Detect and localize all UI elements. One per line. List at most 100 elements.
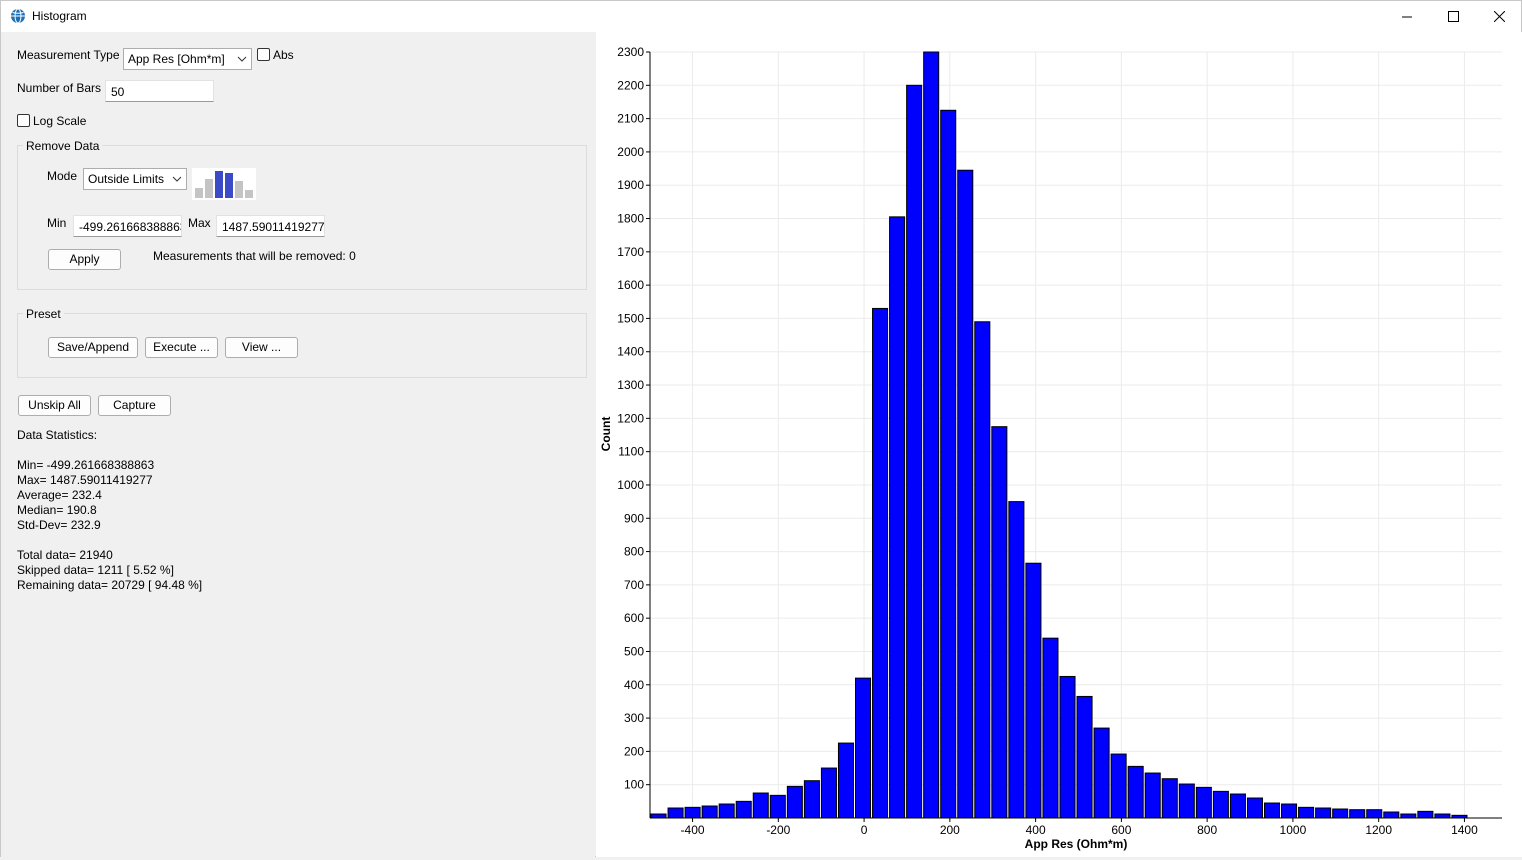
minimize-button[interactable] [1384,1,1430,32]
histogram-bar [1178,783,1195,819]
histogram-bar [1076,695,1093,819]
apply-button[interactable]: Apply [48,249,121,270]
mode-select[interactable]: Outside Limits [83,168,187,190]
app-globe-icon [10,8,26,24]
max-label: Max [188,216,211,230]
execute-button[interactable]: Execute ... [145,337,218,358]
histogram-bar [1434,813,1451,819]
histogram-bar [1127,765,1144,819]
stats-stddev: Std-Dev= 232.9 [17,518,101,532]
histogram-bar [1161,778,1178,819]
close-button[interactable] [1476,1,1522,32]
y-tick-label: 1400 [617,345,644,359]
histogram-bar [1093,727,1110,819]
log-scale-checkbox[interactable] [17,114,30,127]
histogram-bar [1110,753,1127,819]
histogram-bar [735,800,752,819]
x-tick-label: 600 [1111,823,1131,837]
histogram-bar [650,813,667,819]
histogram-chart[interactable]: 100 200 300 400 500 600 700 800 900 1000 1100 1200 1… [596,32,1522,857]
number-of-bars-input[interactable]: 50 [105,80,214,102]
measurement-type-select[interactable]: App Res [Ohm*m] [123,48,252,70]
histogram-bar [1400,813,1417,819]
y-tick-label: 2100 [617,112,644,126]
histogram-bar [718,803,735,819]
chevron-down-icon [237,56,247,62]
histogram-bar [854,677,872,819]
preset-title: Preset [23,307,64,321]
histogram-bar [837,742,854,819]
histogram-bar [1212,790,1229,819]
grid-lines [650,51,1502,818]
abs-label: Abs [273,48,294,62]
close-icon [1493,11,1505,22]
save-append-button[interactable]: Save/Append [48,337,138,358]
y-tick-label: 400 [624,678,644,692]
histogram-bar [1144,772,1161,819]
axes: 100 200 300 400 500 600 700 800 900 1000 1100 1200 1… [617,45,1502,837]
x-tick-label: 1200 [1365,823,1392,837]
stats-header: Data Statistics: [17,428,98,442]
mode-value: Outside Limits [88,172,165,186]
stats-max: Max= 1487.59011419277 [17,473,153,487]
histogram-bar [701,805,718,819]
y-tick-label: 600 [624,611,644,625]
mode-histogram-icon [192,168,256,200]
min-label: Min [47,216,67,230]
maximize-button[interactable] [1430,1,1476,32]
histogram-bar [889,216,906,819]
y-tick-label: 1800 [617,212,644,226]
stats-median: Median= 190.8 [17,503,97,517]
maximize-icon [1447,11,1459,22]
min-input[interactable]: -499.261668388863 [73,215,182,237]
number-of-bars-label: Number of Bars [17,81,102,95]
stats-total: Total data= 21940 [17,548,113,562]
y-tick-label: 1700 [617,245,644,259]
log-scale-label: Log Scale [33,114,87,128]
histogram-bar [1383,811,1400,819]
y-axis-label: Count [599,417,613,452]
y-tick-label: 2000 [617,145,644,159]
preset-group [17,313,587,378]
max-input[interactable]: 1487.59011419277 [216,215,325,237]
histogram-bar [752,792,769,819]
x-tick-label: 1000 [1280,823,1307,837]
y-tick-label: 100 [624,778,644,792]
capture-button[interactable]: Capture [98,395,171,416]
x-tick-label: 1400 [1451,823,1478,837]
histogram-bar [803,780,820,819]
histogram-bar [769,794,786,819]
abs-checkbox[interactable] [257,48,270,61]
histogram-plot: 100 200 300 400 500 600 700 800 900 1000 1100 1200 1… [599,45,1502,851]
y-tick-label: 1300 [617,378,644,392]
histogram-bar [957,169,974,819]
histogram-bar [1263,802,1281,819]
histogram-bar [1417,810,1434,819]
histogram-bar [1246,797,1263,819]
y-tick-label: 1100 [618,445,644,459]
unskip-all-button[interactable]: Unskip All [18,395,91,416]
stats-remaining: Remaining data= 20729 [ 94.48 %] [17,578,203,592]
y-tick-label: 500 [624,644,644,658]
measurement-type-value: App Res [Ohm*m] [128,52,225,66]
x-tick-label: 200 [940,823,960,837]
removed-count-text: Measurements that will be removed: 0 [153,249,356,263]
mode-label: Mode [47,169,78,183]
histogram-bar [1366,809,1383,819]
y-tick-label: 200 [624,744,644,758]
y-tick-label: 2200 [617,78,644,92]
minimize-icon [1402,16,1412,17]
y-tick-label: 800 [624,545,644,559]
histogram-bar [1008,501,1025,819]
y-tick-label: 900 [624,511,644,525]
control-panel: Measurement Type App Res [Ohm*m] Abs Num… [1,32,595,857]
x-tick-label: 0 [861,823,868,837]
histogram-bar [1025,562,1042,819]
y-tick-label: 300 [624,711,644,725]
histogram-bar [974,321,991,819]
y-tick-label: 1500 [617,311,644,325]
view-button[interactable]: View ... [225,337,298,358]
y-tick-label: 2300 [617,45,644,59]
histogram-bar [1195,786,1212,819]
